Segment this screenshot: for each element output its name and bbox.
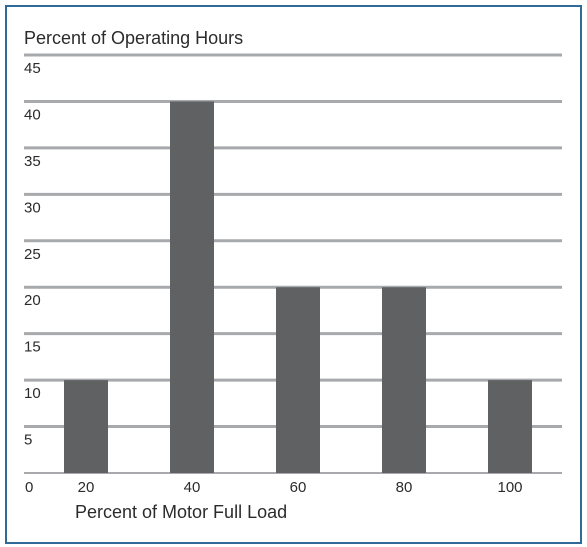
x-tick-labels: 20 40 60 80 100 xyxy=(78,479,523,496)
bar xyxy=(276,287,320,473)
x-tick-label: 60 xyxy=(290,479,307,496)
x-tick-label: 100 xyxy=(497,479,522,496)
bar xyxy=(382,287,426,473)
y-axis-label: Percent of Operating Hours xyxy=(24,28,243,48)
x-tick-label: 80 xyxy=(396,479,413,496)
y-tick-label: 0 xyxy=(25,479,33,496)
y-tick-labels: 0 5 10 15 20 25 30 35 40 45 xyxy=(24,60,41,496)
y-tick-label: 20 xyxy=(24,292,41,309)
y-tick-label: 45 xyxy=(24,60,41,77)
y-tick-label: 30 xyxy=(24,199,41,216)
gridlines xyxy=(24,53,562,474)
y-tick-label: 25 xyxy=(24,246,41,263)
x-tick-label: 20 xyxy=(78,479,95,496)
y-tick-label: 40 xyxy=(24,106,41,123)
bar xyxy=(488,380,532,473)
bars xyxy=(64,101,532,473)
x-tick-label: 40 xyxy=(184,479,201,496)
y-tick-label: 5 xyxy=(24,432,32,449)
bar xyxy=(170,101,214,473)
y-tick-label: 15 xyxy=(24,339,41,356)
y-tick-label: 10 xyxy=(24,385,41,402)
x-axis-label: Percent of Motor Full Load xyxy=(75,502,287,522)
y-tick-label: 35 xyxy=(24,153,41,170)
bar xyxy=(64,380,108,473)
